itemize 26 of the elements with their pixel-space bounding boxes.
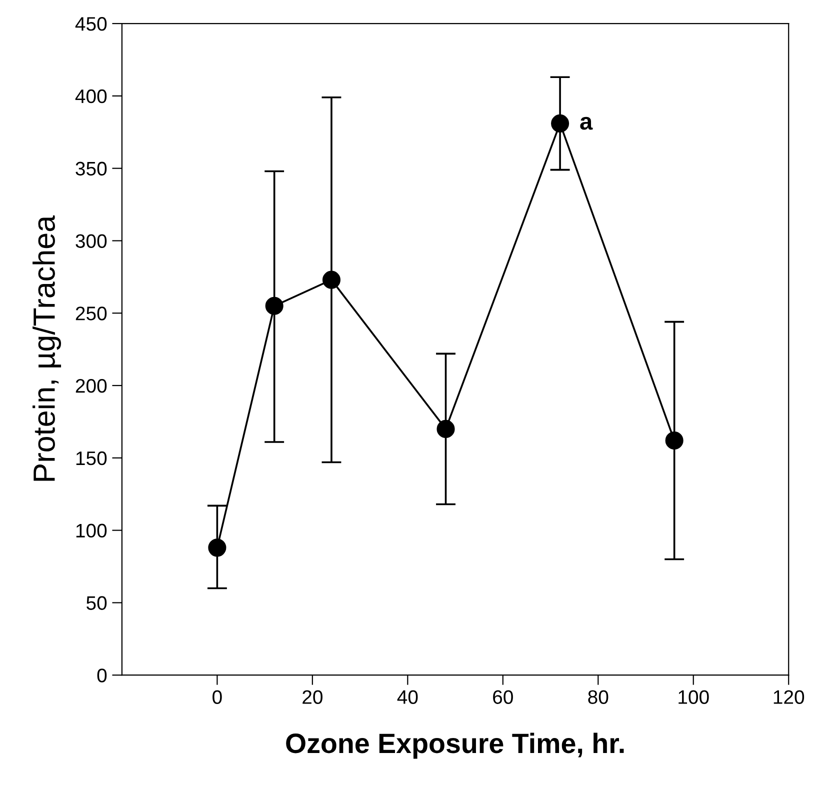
- y-tick-label: 300: [76, 234, 107, 248]
- x-tick-label: 40: [397, 690, 418, 704]
- x-tick-label: 100: [678, 690, 709, 704]
- y-tick-label: 200: [76, 378, 107, 393]
- y-tick-label: 50: [86, 596, 107, 610]
- y-tick-label: 100: [76, 524, 107, 538]
- y-axis-title: Protein, µg/Trachea: [32, 215, 62, 481]
- point: [208, 538, 226, 557]
- y-tick-label: 450: [75, 17, 107, 31]
- y-tick-label: 250: [76, 306, 107, 320]
- annotation: a: [580, 116, 593, 130]
- point: [665, 432, 684, 450]
- y-tick-label: 0: [97, 668, 107, 682]
- x-tick-label: 20: [302, 690, 322, 704]
- point: [265, 296, 284, 315]
- point: [436, 420, 455, 438]
- y-tick-label: 150: [76, 451, 107, 466]
- x-tick-label: 80: [588, 690, 608, 704]
- x-axis-title: Ozone Exposure Time, hr.: [286, 732, 624, 759]
- x-tick-label: 60: [493, 690, 513, 704]
- y-tick-label: 400: [75, 89, 107, 104]
- x-tick-label: 120: [774, 690, 804, 704]
- x-tick-label: 0: [212, 690, 222, 704]
- point: [551, 114, 570, 132]
- y-tick-label: 350: [76, 162, 107, 176]
- point: [322, 270, 340, 289]
